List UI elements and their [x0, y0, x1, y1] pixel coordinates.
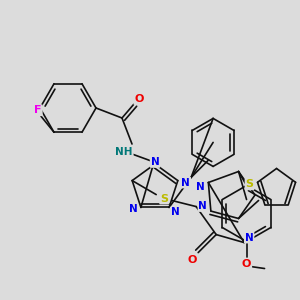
Text: O: O	[134, 94, 144, 104]
Text: N: N	[196, 182, 205, 193]
Text: N: N	[182, 178, 190, 188]
Text: O: O	[242, 259, 251, 269]
Text: N: N	[128, 204, 137, 214]
Text: F: F	[34, 105, 42, 115]
Text: O: O	[188, 255, 197, 265]
Text: N: N	[245, 232, 254, 243]
Text: S: S	[160, 194, 168, 204]
Text: N: N	[171, 207, 179, 218]
Text: N: N	[199, 201, 207, 211]
Text: N: N	[151, 157, 159, 167]
Text: NH: NH	[115, 147, 133, 157]
Text: S: S	[245, 179, 253, 189]
